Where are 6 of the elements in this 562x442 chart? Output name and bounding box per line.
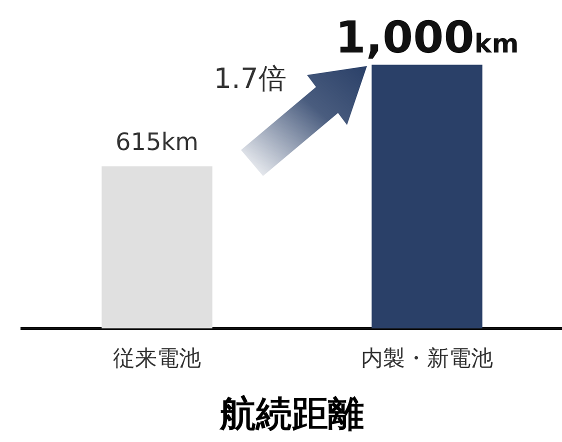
data-label: 615km bbox=[115, 128, 199, 156]
data-label: 1,000km bbox=[335, 12, 519, 64]
x-axis-title: 航続距離 bbox=[219, 394, 364, 435]
x-tick-label: 内製・新電池 bbox=[361, 346, 493, 372]
x-tick-label: 従来電池 bbox=[113, 346, 201, 372]
annotation: 1.7倍 bbox=[214, 62, 286, 95]
